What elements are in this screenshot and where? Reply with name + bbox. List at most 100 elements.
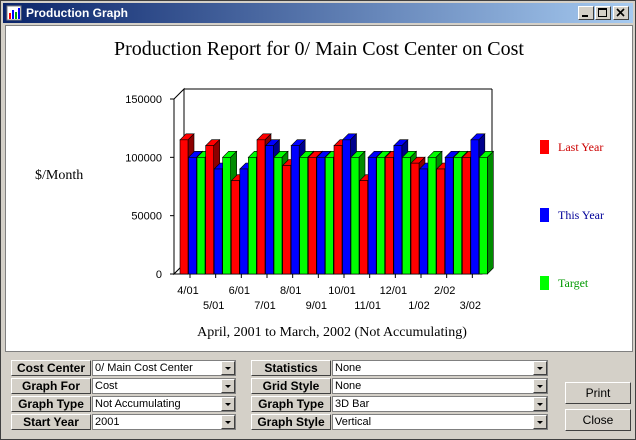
bar	[453, 157, 462, 275]
x-tick-label: 4/01	[177, 285, 198, 297]
close-icon	[616, 8, 625, 17]
bar	[376, 157, 385, 275]
legend-swatch	[540, 276, 549, 290]
right-grid-style-select[interactable]: None	[332, 378, 548, 394]
y-tick-label: 150000	[125, 94, 162, 106]
app-icon	[6, 5, 22, 21]
bar	[470, 139, 480, 275]
y-tick-label: 50000	[131, 211, 162, 223]
y-tick-label: 100000	[125, 152, 162, 164]
bar	[299, 157, 308, 275]
left-start-year-value: 2001	[95, 416, 120, 428]
legend-label: This Year	[558, 208, 605, 222]
bar	[462, 157, 471, 275]
right-graph-type-label: Graph Type	[251, 396, 331, 412]
x-tick-label: 12/01	[380, 285, 408, 297]
left-start-year-label: Start Year	[11, 414, 91, 430]
bar	[282, 165, 291, 275]
left-graph-for-value: Cost	[95, 380, 118, 392]
right-statistics-label: Statistics	[251, 360, 331, 376]
left-graph-type-value: Not Accumulating	[95, 398, 181, 410]
bar	[205, 145, 214, 275]
dropdown-arrow-icon[interactable]	[221, 415, 235, 429]
bar	[231, 180, 240, 275]
minimize-button[interactable]	[578, 6, 594, 20]
left-graph-type-select[interactable]: Not Accumulating	[92, 396, 236, 412]
chart-title: Production Report for 0/ Main Cost Cente…	[114, 38, 524, 60]
x-tick-label: 1/02	[408, 300, 429, 312]
bar	[290, 145, 300, 275]
bar	[444, 157, 454, 275]
legend-label: Target	[558, 276, 589, 290]
bar	[350, 157, 360, 275]
dropdown-arrow-icon[interactable]	[533, 379, 547, 393]
right-graph-style-select[interactable]: Vertical	[332, 414, 548, 430]
x-tick-label: 3/02	[460, 300, 481, 312]
right-grid-style-value: None	[335, 380, 362, 392]
bar	[256, 139, 266, 275]
bar	[393, 145, 403, 275]
minimize-icon	[582, 15, 588, 17]
legend-swatch	[540, 140, 549, 154]
print-button[interactable]: Print	[565, 382, 631, 404]
bar	[479, 157, 488, 275]
y-tick-label: 0	[156, 269, 162, 281]
graph-panel: Production Report for 0/ Main Cost Cente…	[5, 25, 633, 352]
bar	[436, 168, 445, 275]
bar	[308, 157, 317, 275]
x-tick-label: 10/01	[328, 285, 356, 297]
window-title: Production Graph	[26, 6, 128, 20]
bar	[419, 168, 428, 275]
x-tick-label: 9/01	[306, 300, 327, 312]
bar	[273, 157, 283, 275]
legend-label: Last Year	[558, 140, 604, 154]
bar	[316, 157, 326, 275]
bar	[213, 168, 223, 275]
dropdown-arrow-icon[interactable]	[221, 361, 235, 375]
legend-swatch	[540, 208, 549, 222]
right-statistics-select[interactable]: None	[332, 360, 548, 376]
dropdown-arrow-icon[interactable]	[533, 415, 547, 429]
dropdown-arrow-icon[interactable]	[533, 361, 547, 375]
x-tick-label: 7/01	[254, 300, 275, 312]
maximize-button[interactable]	[595, 6, 611, 20]
bar	[385, 157, 394, 275]
x-tick-label: 2/02	[434, 285, 455, 297]
close-button[interactable]: Close	[565, 409, 631, 431]
right-graph-type-value: 3D Bar	[335, 398, 370, 410]
x-tick-label: 8/01	[280, 285, 301, 297]
maximize-icon	[598, 8, 607, 17]
bar-side	[487, 150, 494, 275]
bar	[222, 157, 231, 275]
right-graph-type-select[interactable]: 3D Bar	[332, 396, 548, 412]
bar	[265, 145, 274, 275]
bar-chart: 0 50000 100000 150000 4/01 5/01 6/01 7/01 8/01 9/…	[125, 87, 495, 312]
bar	[188, 157, 197, 275]
left-graph-for-label: Graph For	[11, 378, 91, 394]
bar	[402, 157, 411, 275]
left-graph-type-label: Graph Type	[11, 396, 91, 412]
dropdown-arrow-icon[interactable]	[221, 397, 235, 411]
dropdown-arrow-icon[interactable]	[221, 379, 235, 393]
close-window-button[interactable]	[613, 6, 629, 20]
bar	[239, 168, 249, 275]
left-graph-for-select[interactable]: Cost	[92, 378, 236, 394]
x-tick-label: 6/01	[229, 285, 250, 297]
bar	[248, 157, 257, 275]
left-cost-center-value: 0/ Main Cost Center	[95, 362, 193, 374]
dropdown-arrow-icon[interactable]	[533, 397, 547, 411]
bar	[342, 139, 351, 275]
bar	[325, 157, 334, 275]
right-graph-style-label: Graph Style	[251, 414, 331, 430]
left-cost-center-select[interactable]: 0/ Main Cost Center	[92, 360, 236, 376]
chart-subtitle: April, 2001 to March, 2002 (Not Accumula…	[197, 325, 467, 340]
title-bar[interactable]: Production Graph	[3, 3, 633, 23]
right-grid-style-label: Grid Style	[251, 378, 331, 394]
y-axis-label: $/Month	[35, 168, 84, 183]
right-graph-style-value: Vertical	[335, 416, 372, 428]
left-cost-center-label: Cost Center	[11, 360, 91, 376]
left-start-year-select[interactable]: 2001	[92, 414, 236, 430]
x-tick-label: 11/01	[354, 300, 381, 312]
bar	[427, 157, 437, 275]
